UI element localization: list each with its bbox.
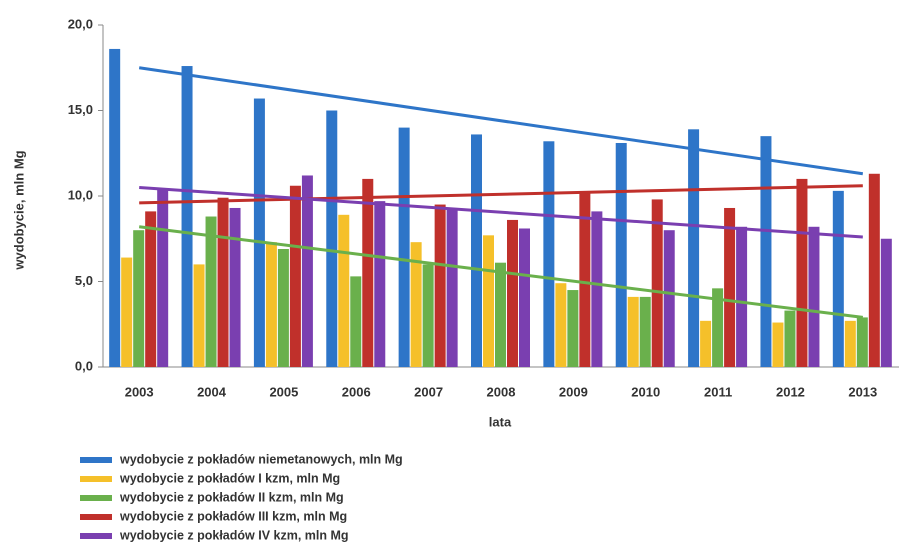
bar: [145, 211, 157, 367]
y-tick-label: 10,0: [68, 187, 93, 202]
x-tick-label: 2011: [704, 384, 732, 399]
bar: [784, 310, 796, 367]
bar: [289, 185, 301, 367]
bar: [253, 98, 265, 367]
bar: [109, 48, 121, 367]
x-axis-label: lata: [489, 414, 512, 429]
bar: [796, 178, 808, 367]
x-tick-label: 2004: [197, 384, 227, 399]
bar: [483, 235, 494, 367]
legend-label: wydobycie z pokładów III kzm, mln Mg: [119, 509, 347, 523]
bar: [277, 249, 289, 367]
bar: [567, 290, 579, 367]
bar: [724, 207, 736, 367]
bar: [808, 226, 820, 367]
bar: [651, 199, 663, 367]
bar: [121, 257, 133, 367]
x-tick-label: 2003: [125, 384, 154, 399]
x-tick-label: 2012: [776, 384, 805, 399]
bar: [772, 322, 784, 367]
legend-swatch: [80, 514, 112, 520]
bar: [338, 214, 350, 367]
legend-label: wydobycie z pokładów II kzm, mln Mg: [119, 490, 344, 504]
bar: [229, 207, 241, 367]
bar: [265, 242, 277, 367]
bar: [301, 175, 313, 367]
bar: [543, 141, 555, 367]
bar: [627, 296, 639, 367]
bar: [495, 262, 506, 367]
bar: [471, 134, 482, 367]
bar: [350, 276, 362, 367]
bar: [868, 173, 880, 367]
bar: [579, 192, 591, 367]
bar: [615, 142, 627, 367]
x-tick-label: 2006: [342, 384, 371, 399]
bar: [555, 283, 567, 367]
legend: wydobycie z pokładów niemetanowych, mln …: [80, 452, 403, 542]
bar: [133, 230, 145, 367]
x-tick-label: 2009: [559, 384, 588, 399]
bar: [507, 219, 518, 367]
bar: [519, 228, 530, 367]
bar: [639, 296, 651, 367]
legend-label: wydobycie z pokładów IV kzm, mln Mg: [119, 528, 349, 542]
trend-line: [138, 66, 864, 176]
trend-line: [139, 185, 863, 239]
bar: [880, 238, 892, 367]
bar: [434, 204, 446, 367]
bar: [410, 242, 422, 367]
y-tick-label: 0,0: [75, 358, 93, 373]
bar: [181, 66, 193, 367]
bar: [663, 230, 675, 367]
bar: [760, 136, 772, 367]
x-tick-label: 2005: [269, 384, 298, 399]
x-tick-label: 2010: [631, 384, 660, 399]
x-tick-label: 2008: [487, 384, 516, 399]
bar: [856, 317, 868, 367]
y-tick-label: 20,0: [68, 16, 93, 31]
bar: [832, 190, 844, 367]
legend-label: wydobycie z pokładów niemetanowych, mln …: [119, 452, 403, 466]
x-tick-label: 2013: [848, 384, 877, 399]
bar: [422, 264, 434, 367]
y-tick-label: 15,0: [68, 102, 93, 117]
bar: [591, 211, 603, 367]
legend-swatch: [80, 457, 112, 463]
legend-label: wydobycie z pokładów I kzm, mln Mg: [119, 471, 340, 485]
bar: [217, 197, 229, 367]
bar: [326, 110, 338, 367]
trend-line: [138, 225, 864, 319]
trend-line: [139, 184, 863, 205]
bar: [362, 178, 374, 367]
legend-swatch: [80, 495, 112, 501]
y-tick-label: 5,0: [75, 273, 93, 288]
bar: [736, 226, 748, 367]
bar: [700, 320, 712, 367]
bar: [205, 216, 217, 367]
bar: [446, 207, 458, 367]
bar: [374, 201, 386, 367]
x-tick-label: 2007: [414, 384, 443, 399]
bar: [398, 127, 410, 367]
bar: [844, 320, 856, 367]
legend-swatch: [80, 476, 112, 482]
bar: [712, 288, 724, 367]
legend-swatch: [80, 533, 112, 539]
bar: [157, 189, 169, 367]
bar: [688, 129, 700, 367]
y-axis-label: wydobycie, mln Mg: [11, 150, 26, 270]
bar: [193, 264, 205, 367]
